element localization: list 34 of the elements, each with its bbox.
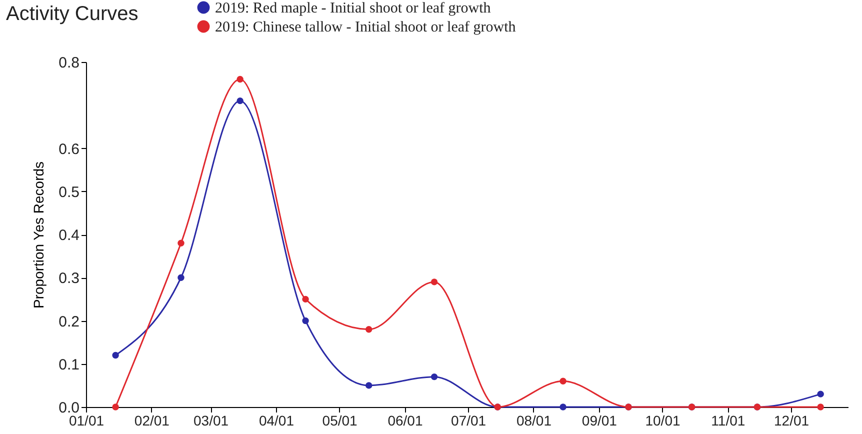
- point: [560, 404, 566, 410]
- y-tick-label: 0.1: [58, 356, 80, 374]
- x-tick-label: 02/01: [134, 412, 170, 428]
- x-tick-label: 10/01: [645, 412, 680, 428]
- y-tick-label: 0.5: [58, 184, 80, 201]
- y-tick-label: 0.6: [58, 140, 80, 158]
- y-axis-title: Proportion Yes Records: [30, 161, 47, 309]
- x-tick-label: 05/01: [322, 412, 358, 428]
- point: [430, 278, 438, 286]
- x-tick-label: 12/01: [774, 412, 810, 428]
- y-tick-label: 0.3: [58, 270, 80, 288]
- x-tick-label: 08/01: [516, 412, 552, 428]
- legend-label: 2019: Chinese tallow - Initial shoot or leaf growth: [215, 20, 516, 36]
- legend-label: 2019: Red maple - Initial shoot or leaf growth: [215, 0, 492, 16]
- y-tick-label: 0.4: [58, 227, 80, 244]
- x-tick-label: 11/01: [711, 412, 746, 428]
- point: [817, 390, 824, 398]
- x-tick-label: 03/01: [194, 412, 229, 428]
- y-tick-label: 0.8: [58, 54, 80, 72]
- point: [817, 404, 824, 410]
- point: [560, 378, 566, 384]
- point: [236, 97, 244, 104]
- chart-title: Activity Curves: [6, 3, 138, 25]
- point: [430, 373, 438, 380]
- x-tick-label: 06/01: [388, 412, 423, 428]
- point: [365, 382, 372, 389]
- y-tick-label: 0.2: [58, 313, 80, 330]
- point: [302, 296, 309, 303]
- point: [236, 76, 244, 83]
- x-tick-label: 09/01: [582, 412, 618, 428]
- point: [302, 317, 309, 324]
- x-tick-label: 07/01: [451, 412, 486, 428]
- x-tick-label: 04/01: [258, 412, 294, 428]
- point: [365, 326, 372, 333]
